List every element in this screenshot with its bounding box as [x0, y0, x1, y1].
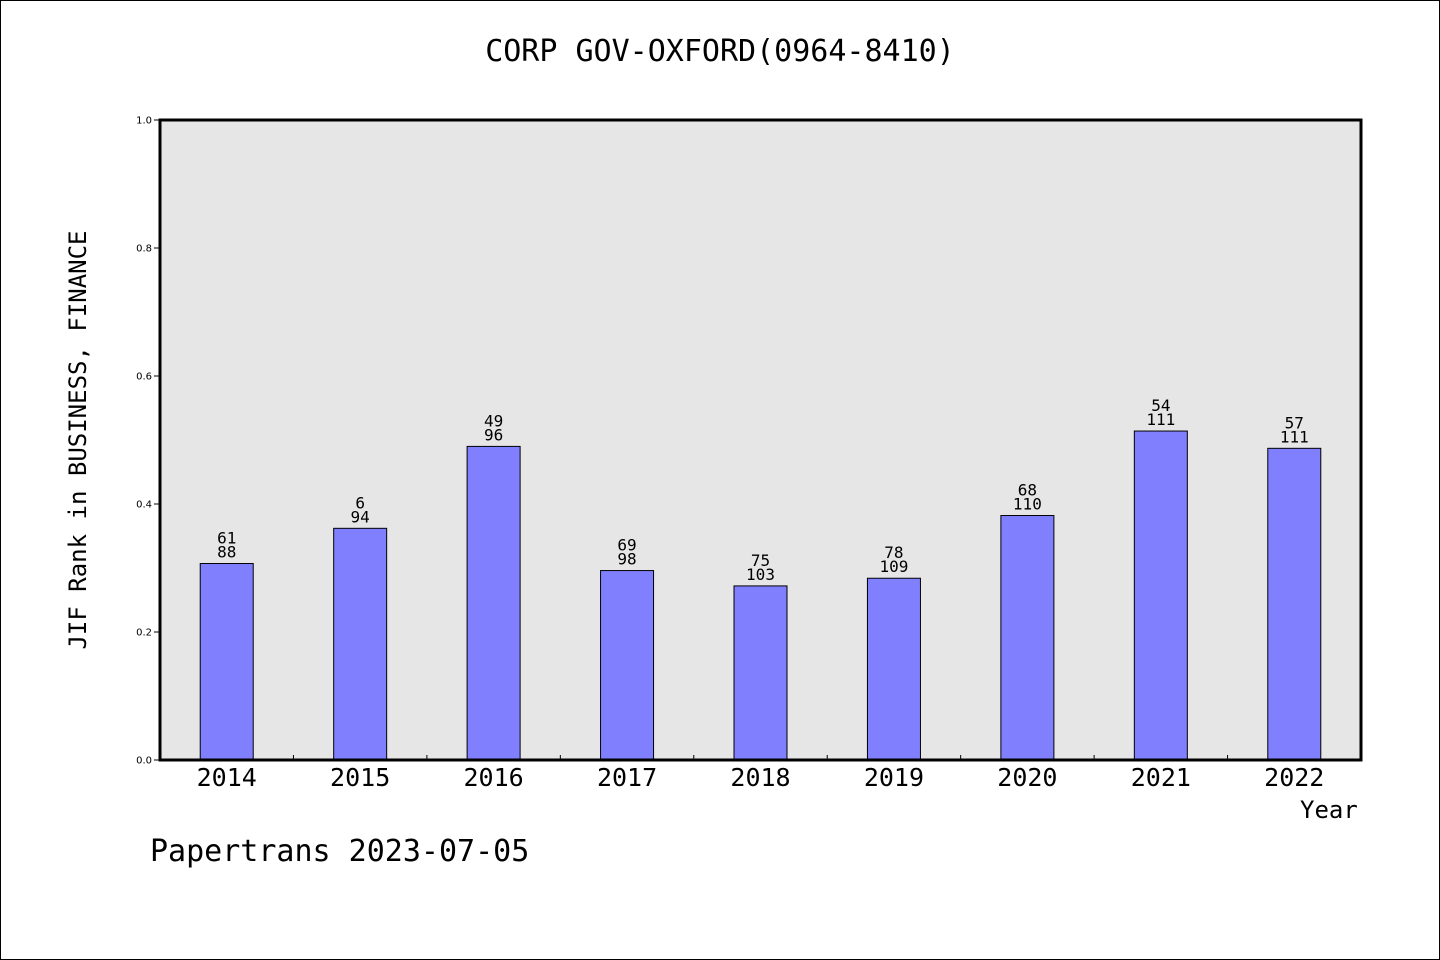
x-tick-label: 2016: [464, 763, 524, 792]
bar: [1000, 515, 1055, 761]
y-tick-label: 0.4: [136, 500, 152, 511]
bar-total-label: 96: [484, 425, 503, 444]
bar: [733, 585, 788, 761]
x-tick-label: 2017: [597, 763, 657, 792]
x-axis-label: Year: [1300, 796, 1358, 824]
bar: [866, 577, 921, 761]
bar-rank-label: 49: [484, 411, 503, 430]
y-tick-label: 0.6: [136, 372, 152, 383]
y-axis-ticks: 0.0 0.2 0.4 0.6 0.8 1.0: [136, 116, 160, 767]
bar-total-label: 109: [879, 557, 908, 576]
bar-total-label: 88: [217, 543, 236, 562]
x-tick-label: 2020: [997, 763, 1057, 792]
x-tick-label: 2014: [197, 763, 257, 792]
bar-rank-label: 54: [1151, 396, 1170, 415]
bar: [199, 563, 254, 761]
bar-rank-label: 68: [1018, 481, 1037, 500]
bar-rank-label: 69: [617, 536, 636, 555]
bar: [600, 570, 655, 761]
bar: [333, 527, 388, 761]
plot-border: [158, 118, 1363, 762]
bar-total-label: 103: [746, 565, 775, 584]
bar-total-label: 111: [1280, 427, 1309, 446]
bar: [1267, 447, 1322, 761]
y-tick-label: 0.2: [136, 628, 152, 639]
x-tick-label: 2022: [1264, 763, 1324, 792]
bar: [1133, 430, 1188, 761]
x-axis-ticks: 2014 2015 2016 2017 2018 2019 2020 2021 2022: [197, 755, 1324, 792]
x-tick-label: 2015: [330, 763, 390, 792]
chart-title: CORP GOV-OXFORD(0964-8410): [485, 34, 955, 69]
footer-credit: Papertrans 2023-07-05: [150, 834, 530, 869]
y-tick-label: 1.0: [136, 116, 152, 127]
y-tick-label: 0.0: [136, 756, 152, 767]
bar-total-label: 110: [1013, 495, 1042, 514]
bar-rank-label: 78: [884, 543, 903, 562]
bar-total-label: 98: [617, 550, 636, 569]
x-tick-label: 2021: [1131, 763, 1191, 792]
bar: [466, 445, 521, 761]
bar-total-label: 111: [1146, 410, 1175, 429]
bar-rank-label: 6: [355, 493, 365, 512]
x-tick-label: 2018: [730, 763, 790, 792]
bar-rank-label: 75: [751, 551, 770, 570]
bar-total-label: 94: [351, 507, 370, 526]
bar-rank-label: 61: [217, 529, 236, 548]
y-tick-label: 0.8: [136, 244, 152, 255]
x-tick-label: 2019: [864, 763, 924, 792]
bar-rank-label: 57: [1285, 413, 1304, 432]
